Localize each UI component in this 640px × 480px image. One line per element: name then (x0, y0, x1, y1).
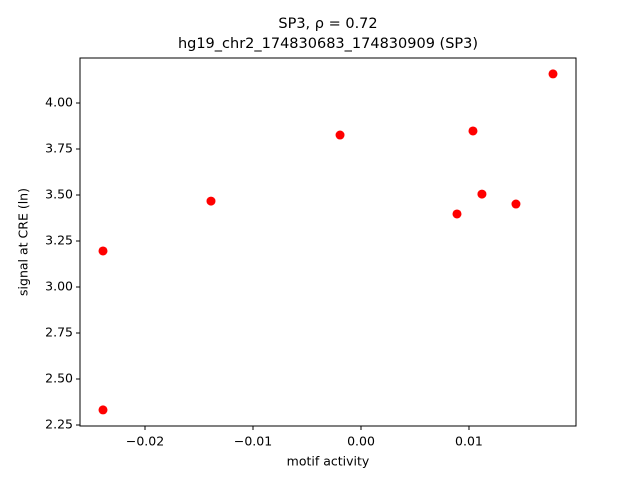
plot-frame (79, 57, 577, 427)
point (452, 209, 462, 219)
point (98, 246, 108, 256)
point (468, 126, 478, 136)
y-tick-label: 2.25 (45, 417, 73, 432)
x-tick-label: −0.01 (234, 434, 272, 449)
x-tick-label: 0.01 (455, 434, 483, 449)
x-tick-label: −0.02 (126, 434, 164, 449)
y-tick-label: 3.50 (45, 187, 73, 202)
y-tick-label: 2.50 (45, 371, 73, 386)
x-tick-label: 0.00 (347, 434, 375, 449)
point (335, 130, 345, 140)
chart-title: SP3, ρ = 0.72 (278, 16, 377, 32)
y-tick-label: 3.00 (45, 279, 73, 294)
y-axis-label: signal at CRE (ln) (16, 188, 31, 296)
chart-subtitle: hg19_chr2_174830683_174830909 (SP3) (178, 36, 478, 52)
x-axis-label: motif activity (287, 454, 370, 469)
y-tick-label: 3.25 (45, 233, 73, 248)
y-tick-label: 3.75 (45, 141, 73, 156)
point (477, 189, 487, 199)
y-tick-label: 2.75 (45, 325, 73, 340)
point (206, 196, 216, 206)
point (511, 199, 521, 209)
point (548, 69, 558, 79)
y-tick-label: 4.00 (45, 95, 73, 110)
point (98, 405, 108, 415)
